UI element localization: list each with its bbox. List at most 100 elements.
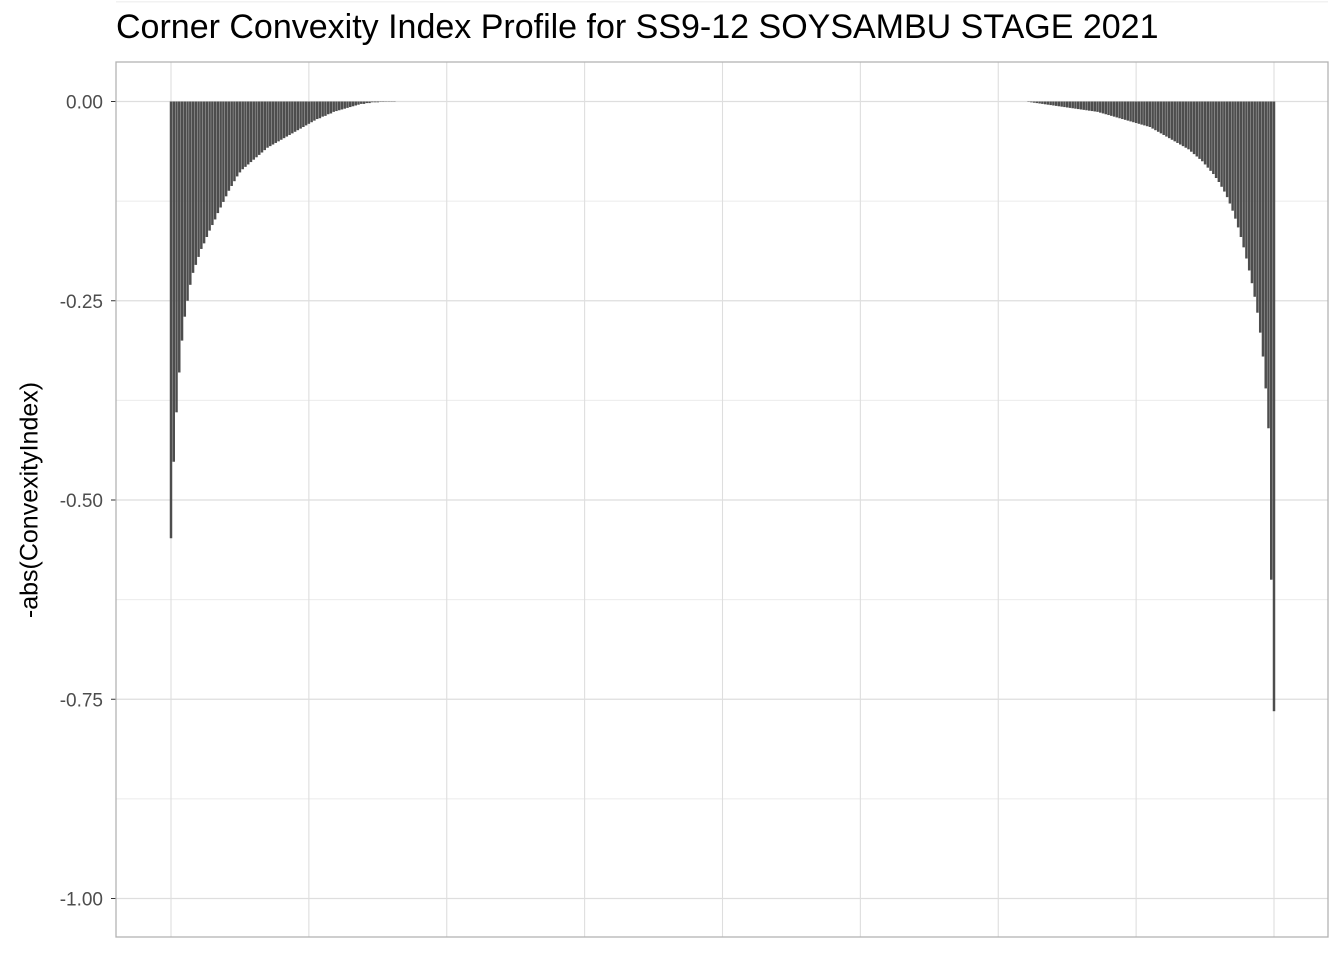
bar xyxy=(178,101,181,373)
bar xyxy=(1101,101,1105,114)
bar xyxy=(357,101,360,105)
bar xyxy=(175,101,178,413)
bar xyxy=(1256,101,1259,313)
bar xyxy=(1071,101,1074,109)
bar xyxy=(1049,101,1052,106)
bar xyxy=(1107,101,1110,116)
y-tick-label: -0.50 xyxy=(60,491,103,512)
bar xyxy=(263,101,266,151)
bar xyxy=(1054,101,1058,106)
bar xyxy=(1123,101,1127,120)
bar xyxy=(1032,101,1036,103)
bar xyxy=(194,101,198,265)
bar xyxy=(343,101,346,109)
bar xyxy=(252,101,255,160)
bar xyxy=(1074,101,1077,109)
y-tick-layer: 0.00 -0.25 -0.50 -0.75 -1.00 xyxy=(60,93,116,911)
bar xyxy=(271,101,275,145)
bar xyxy=(1184,101,1188,148)
bar xyxy=(1156,101,1160,132)
bar xyxy=(1234,101,1237,219)
bar xyxy=(1035,101,1039,104)
bar xyxy=(1239,101,1243,237)
bar xyxy=(260,101,264,153)
bar xyxy=(1129,101,1132,122)
bar xyxy=(1082,101,1085,110)
bar xyxy=(1137,101,1141,124)
bar xyxy=(1159,101,1163,134)
bar xyxy=(1068,101,1072,108)
bar xyxy=(246,101,250,165)
bar xyxy=(235,101,239,177)
bar xyxy=(1167,101,1171,139)
bar xyxy=(354,101,357,106)
bar xyxy=(1242,101,1245,248)
bar xyxy=(302,101,305,128)
bar xyxy=(1060,101,1063,107)
bar xyxy=(348,101,352,108)
bar xyxy=(205,101,209,237)
bars-layer xyxy=(169,101,1276,712)
bar xyxy=(310,101,313,123)
bar xyxy=(1250,101,1254,284)
bar xyxy=(365,101,369,104)
bar xyxy=(277,101,280,142)
bar xyxy=(376,101,380,103)
bar xyxy=(332,101,335,112)
bar xyxy=(1079,101,1083,110)
bar xyxy=(1187,101,1190,150)
bar xyxy=(233,101,236,182)
bar xyxy=(1236,101,1240,228)
bar xyxy=(1104,101,1108,115)
bar xyxy=(321,101,324,117)
bar xyxy=(169,101,173,539)
bar xyxy=(1126,101,1130,121)
bar xyxy=(1162,101,1165,135)
bar xyxy=(1143,101,1146,126)
grid-layer xyxy=(116,1,1328,937)
bar xyxy=(224,101,228,197)
bar xyxy=(1090,101,1094,112)
bar xyxy=(241,101,244,170)
bar xyxy=(1118,101,1121,119)
bar xyxy=(1052,101,1055,106)
bar xyxy=(227,101,231,191)
bar xyxy=(1145,101,1149,127)
bar xyxy=(1085,101,1088,111)
bar xyxy=(280,101,283,140)
bar xyxy=(1176,101,1179,143)
bar xyxy=(1038,101,1041,104)
bar xyxy=(1231,101,1234,211)
bar xyxy=(249,101,253,163)
bar xyxy=(360,101,363,104)
bar xyxy=(191,101,195,273)
y-tick-label: -1.00 xyxy=(60,890,103,911)
bar xyxy=(1115,101,1119,118)
bar xyxy=(296,101,300,131)
bar xyxy=(329,101,333,114)
bar xyxy=(219,101,222,208)
bar xyxy=(351,101,355,107)
bar xyxy=(1173,101,1176,142)
bar xyxy=(172,101,175,462)
y-tick-label: -0.25 xyxy=(60,292,103,313)
bar xyxy=(255,101,258,158)
bar xyxy=(200,101,203,249)
bar xyxy=(269,101,272,147)
bar xyxy=(285,101,289,137)
bar xyxy=(1099,101,1102,113)
bar xyxy=(1093,101,1097,112)
bar xyxy=(1181,101,1185,147)
bar xyxy=(202,101,206,244)
bar xyxy=(326,101,330,115)
bar xyxy=(1195,101,1199,157)
bar xyxy=(213,101,217,220)
y-tick-label: -0.75 xyxy=(60,690,103,711)
bar xyxy=(216,101,220,214)
bar xyxy=(362,101,366,104)
panel-border xyxy=(115,61,1329,938)
bar xyxy=(1165,101,1168,137)
bar xyxy=(1203,101,1207,165)
bar xyxy=(335,101,338,112)
bar xyxy=(1253,101,1256,297)
